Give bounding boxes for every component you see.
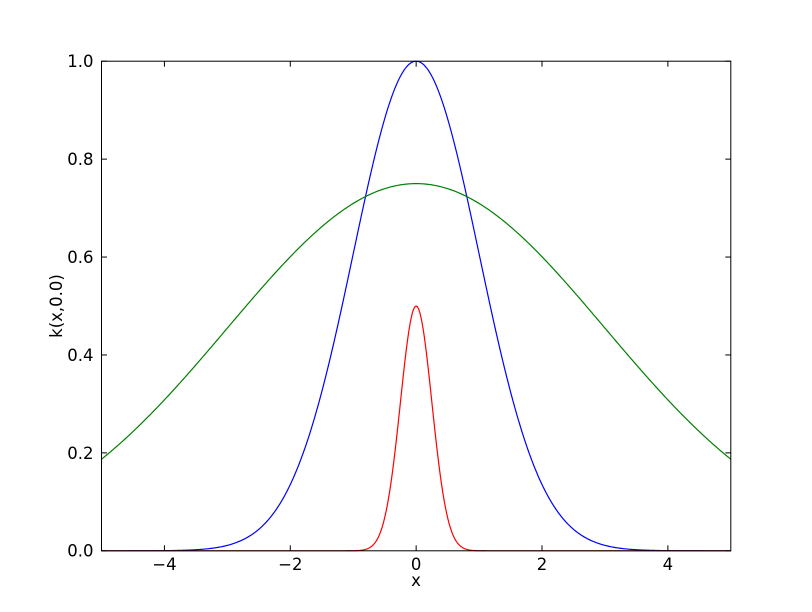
y-tick-label: 0.0 [67,542,93,561]
x-tick-label: 2 [537,555,548,574]
y-tick-label: 1.0 [67,52,93,71]
y-axis-label: k(x,0.0) [46,274,66,338]
gaussian-kernel-narrow-red-curve [101,305,731,552]
y-tick-label: 0.4 [67,346,93,365]
x-tick-label: 4 [663,555,674,574]
x-axis-label: x [411,570,421,590]
y-tick-label: 0.2 [67,444,93,463]
x-tick-label: −4 [152,555,176,574]
y-tick-label: 0.6 [67,248,93,267]
y-tick-label: 0.8 [67,150,93,169]
gaussian-kernel-wide-green-curve [101,183,732,460]
x-tick-label: 0 [411,555,422,574]
x-tick-label: −2 [278,555,302,574]
